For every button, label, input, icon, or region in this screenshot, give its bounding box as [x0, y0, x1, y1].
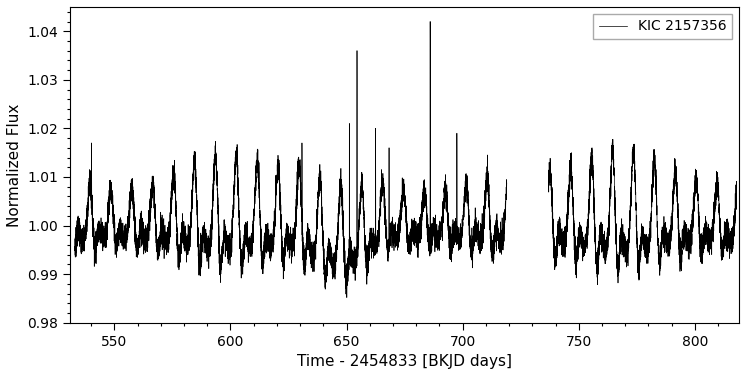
KIC 2157356 [502, 181, 511, 185]
KIC 2157356 [262, 230, 271, 235]
KIC 2157356 [390, 236, 399, 241]
KIC 2157356 [119, 235, 128, 240]
X-axis label: Time - 2454833 [BKJD days]: Time - 2454833 [BKJD days] [297, 354, 512, 369]
KIC 2157356 [409, 236, 418, 240]
Legend: KIC 2157356: KIC 2157356 [594, 14, 732, 39]
KIC 2157356 [426, 19, 435, 24]
KIC 2157356 [325, 260, 334, 264]
KIC 2157356 [342, 295, 351, 300]
Y-axis label: Normalized Flux: Normalized Flux [7, 103, 22, 226]
KIC 2157356 [70, 237, 79, 241]
Line: KIC 2157356: KIC 2157356 [75, 21, 507, 297]
KIC 2157356 [471, 224, 480, 229]
